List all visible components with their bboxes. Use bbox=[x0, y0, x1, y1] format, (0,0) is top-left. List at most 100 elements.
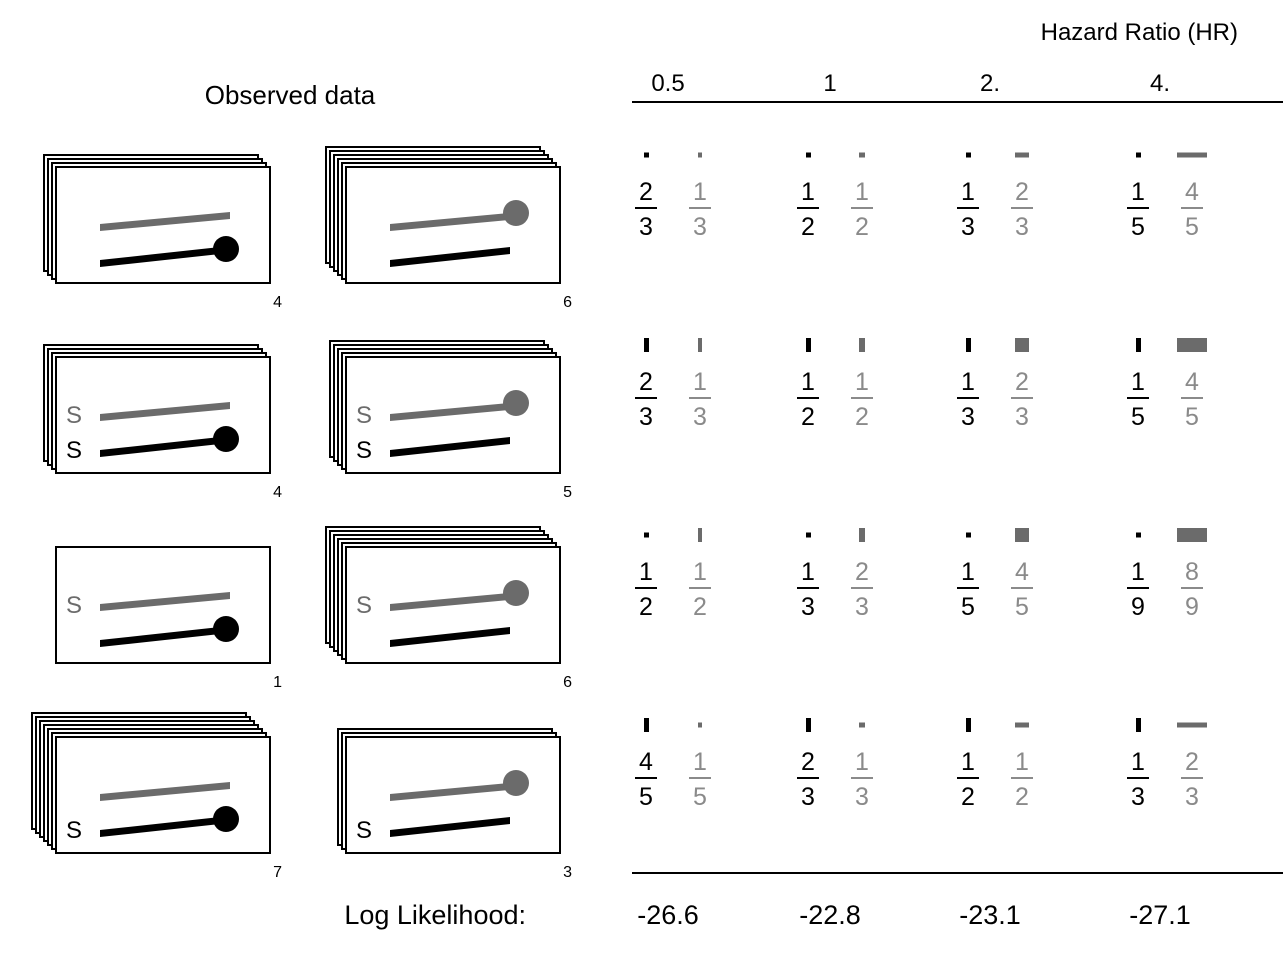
log-likelihood-value: -22.8 bbox=[799, 900, 861, 930]
black-fraction-denominator: 3 bbox=[801, 593, 815, 621]
hazard-ratio-title: Hazard Ratio (HR) bbox=[1041, 19, 1238, 46]
grey-event-dot bbox=[503, 390, 529, 416]
card-count-label: 1 bbox=[273, 674, 282, 691]
black-hazard-marker bbox=[806, 338, 811, 352]
grey-fraction-numerator: 2 bbox=[1015, 368, 1029, 396]
likelihood-cell: 1 3 2 3 bbox=[957, 368, 1033, 431]
grey-fraction-numerator: 2 bbox=[855, 558, 869, 586]
grey-hazard-marker bbox=[698, 338, 702, 352]
black-fraction-numerator: 2 bbox=[801, 748, 815, 776]
card-count-label: 7 bbox=[273, 864, 282, 881]
grey-hazard-marker bbox=[859, 528, 865, 542]
grey-fraction-numerator: 2 bbox=[1015, 178, 1029, 206]
black-fraction-denominator: 3 bbox=[639, 213, 653, 241]
grey-fraction-denominator: 3 bbox=[1185, 783, 1199, 811]
grey-arm-line bbox=[100, 592, 230, 611]
black-hazard-marker bbox=[1136, 152, 1141, 158]
likelihood-cell: 1 2 1 2 bbox=[957, 748, 1033, 811]
s-label-grey: S bbox=[356, 592, 372, 619]
hr-value-label: 0.5 bbox=[651, 70, 684, 97]
black-fraction-numerator: 1 bbox=[639, 558, 653, 586]
grey-fraction-numerator: 2 bbox=[1185, 748, 1199, 776]
grey-fraction-numerator: 1 bbox=[855, 178, 869, 206]
black-fraction-numerator: 1 bbox=[1131, 558, 1145, 586]
black-event-dot bbox=[213, 236, 239, 262]
grey-fraction-denominator: 3 bbox=[693, 213, 707, 241]
grey-hazard-marker bbox=[1015, 338, 1029, 352]
grey-fraction-denominator: 9 bbox=[1185, 593, 1199, 621]
grey-event-dot bbox=[503, 770, 529, 796]
grey-hazard-marker bbox=[1015, 528, 1029, 542]
black-fraction-denominator: 3 bbox=[1131, 783, 1145, 811]
s-label-grey: S bbox=[66, 592, 82, 619]
black-fraction-numerator: 4 bbox=[639, 748, 653, 776]
black-arm-line bbox=[100, 627, 220, 647]
likelihood-cell: 1 3 2 3 bbox=[797, 558, 873, 621]
grey-arm-line bbox=[390, 782, 520, 801]
hr-value-label: 2. bbox=[980, 70, 1000, 97]
black-fraction-numerator: 1 bbox=[801, 368, 815, 396]
black-hazard-marker bbox=[1136, 718, 1141, 732]
card-count-label: 3 bbox=[563, 864, 572, 881]
hr-value-label: 4. bbox=[1150, 70, 1170, 97]
grey-fraction-numerator: 4 bbox=[1185, 368, 1199, 396]
black-fraction-numerator: 1 bbox=[801, 558, 815, 586]
black-fraction-denominator: 3 bbox=[801, 783, 815, 811]
log-likelihood-value: -23.1 bbox=[959, 900, 1021, 930]
grey-hazard-marker bbox=[859, 152, 865, 158]
likelihood-cell: 1 2 1 2 bbox=[797, 368, 873, 431]
black-fraction-denominator: 3 bbox=[961, 213, 975, 241]
black-hazard-marker bbox=[806, 532, 811, 538]
s-label-black: S bbox=[356, 437, 372, 464]
black-arm-line bbox=[100, 817, 220, 837]
grey-hazard-marker bbox=[859, 338, 865, 352]
grey-hazard-marker bbox=[698, 722, 702, 728]
card-count-label: 4 bbox=[273, 294, 282, 311]
grey-arm-line bbox=[390, 212, 520, 231]
patient-card bbox=[345, 736, 561, 854]
s-label-black: S bbox=[356, 817, 372, 844]
black-fraction-denominator: 3 bbox=[639, 403, 653, 431]
log-likelihood-value: -27.1 bbox=[1129, 900, 1191, 930]
black-hazard-marker bbox=[644, 152, 649, 158]
grey-fraction-numerator: 1 bbox=[1015, 748, 1029, 776]
grey-fraction-denominator: 2 bbox=[855, 213, 869, 241]
card-count-label: 4 bbox=[273, 484, 282, 501]
grey-hazard-marker bbox=[1177, 528, 1207, 542]
black-fraction-numerator: 1 bbox=[961, 368, 975, 396]
grey-arm-line bbox=[100, 782, 230, 801]
observed-data-title: Observed data bbox=[205, 80, 376, 110]
black-event-dot bbox=[213, 426, 239, 452]
likelihood-cell: 1 2 1 2 bbox=[797, 178, 873, 241]
likelihood-cell: 1 3 2 3 bbox=[957, 178, 1033, 241]
grey-fraction-denominator: 2 bbox=[693, 593, 707, 621]
grey-fraction-numerator: 1 bbox=[855, 748, 869, 776]
grey-fraction-numerator: 4 bbox=[1185, 178, 1199, 206]
black-fraction-denominator: 5 bbox=[961, 593, 975, 621]
likelihood-cell: 2 3 1 3 bbox=[635, 368, 711, 431]
grey-fraction-numerator: 8 bbox=[1185, 558, 1199, 586]
grey-fraction-denominator: 5 bbox=[1185, 403, 1199, 431]
black-fraction-denominator: 2 bbox=[639, 593, 653, 621]
black-arm-line bbox=[100, 247, 220, 267]
s-label-grey: S bbox=[356, 402, 372, 429]
hr-value-label: 1 bbox=[823, 70, 836, 97]
likelihood-cell: 2 3 1 3 bbox=[797, 748, 873, 811]
black-fraction-numerator: 1 bbox=[801, 178, 815, 206]
grey-fraction-numerator: 4 bbox=[1015, 558, 1029, 586]
grey-arm-line bbox=[100, 212, 230, 231]
observed-row: S 1 S 6 bbox=[55, 526, 572, 691]
black-fraction-denominator: 5 bbox=[639, 783, 653, 811]
grey-fraction-denominator: 2 bbox=[1015, 783, 1029, 811]
black-hazard-marker bbox=[644, 338, 649, 352]
grey-fraction-denominator: 3 bbox=[693, 403, 707, 431]
black-hazard-marker bbox=[1136, 338, 1141, 352]
black-hazard-marker bbox=[966, 532, 971, 538]
black-arm-line bbox=[390, 437, 510, 457]
grey-fraction-numerator: 1 bbox=[693, 748, 707, 776]
